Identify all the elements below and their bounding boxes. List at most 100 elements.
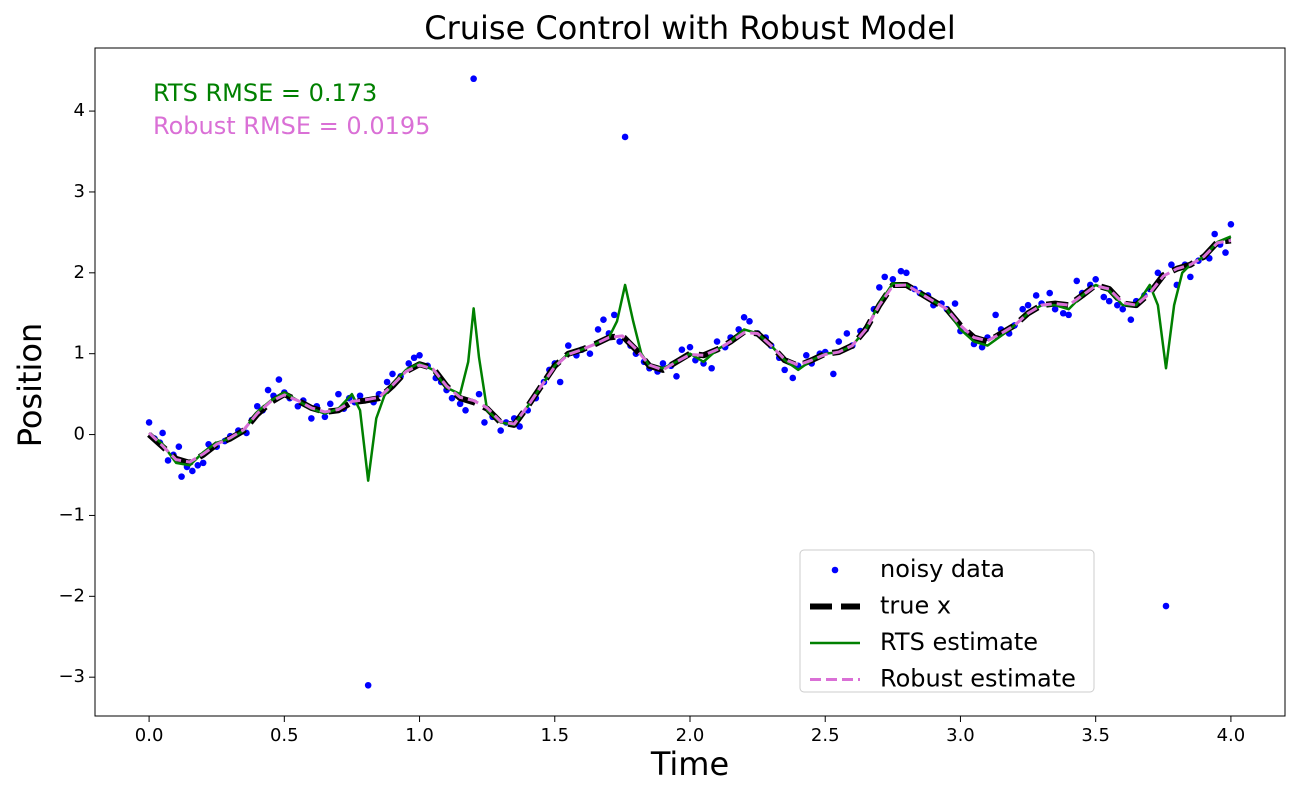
data-point bbox=[1162, 602, 1170, 610]
data-point bbox=[1073, 277, 1081, 285]
data-point bbox=[1119, 305, 1127, 313]
data-point bbox=[678, 346, 686, 353]
data-point bbox=[356, 392, 364, 400]
y-tick-label: −3 bbox=[58, 666, 85, 687]
data-point bbox=[594, 326, 602, 333]
data-point bbox=[175, 443, 183, 450]
data-point bbox=[178, 473, 185, 480]
y-tick-label: 4 bbox=[74, 100, 85, 121]
y-tick-label: 2 bbox=[74, 262, 85, 283]
data-point bbox=[516, 423, 523, 430]
legend-label: Robust estimate bbox=[880, 665, 1076, 693]
data-point bbox=[1051, 305, 1059, 313]
x-tick-label: 0.5 bbox=[270, 725, 299, 746]
data-point bbox=[264, 386, 272, 394]
data-point bbox=[335, 390, 342, 398]
legend-label: true x bbox=[880, 592, 951, 620]
data-point bbox=[383, 378, 391, 386]
data-point bbox=[164, 457, 172, 464]
data-point bbox=[600, 316, 607, 324]
data-point bbox=[145, 419, 153, 426]
x-tick-label: 2.5 bbox=[811, 725, 840, 746]
y-tick-label: −2 bbox=[58, 585, 85, 606]
x-tick-label: 2.0 bbox=[676, 725, 705, 746]
data-point bbox=[462, 407, 469, 414]
x-tick-label: 1.5 bbox=[540, 725, 569, 746]
data-point bbox=[481, 419, 488, 426]
data-point bbox=[673, 373, 680, 380]
data-point bbox=[616, 338, 623, 345]
data-point bbox=[781, 366, 788, 374]
data-point bbox=[830, 370, 837, 378]
data-point bbox=[1032, 292, 1040, 299]
data-point bbox=[456, 400, 464, 408]
annotation: RTS RMSE = 0.173 bbox=[153, 79, 377, 107]
data-point bbox=[448, 394, 456, 402]
legend-box bbox=[799, 549, 1095, 693]
data-point bbox=[275, 376, 283, 383]
legend-marker bbox=[831, 566, 839, 574]
x-tick-label: 0.0 bbox=[135, 725, 164, 746]
data-point bbox=[713, 338, 721, 345]
data-point bbox=[1154, 269, 1162, 277]
data-point bbox=[610, 311, 618, 319]
data-point bbox=[389, 370, 396, 378]
data-point bbox=[889, 275, 897, 283]
data-point bbox=[475, 390, 483, 398]
data-point bbox=[194, 461, 202, 469]
data-point bbox=[1024, 301, 1032, 309]
data-point bbox=[1227, 221, 1235, 228]
data-point bbox=[621, 133, 629, 141]
data-point bbox=[1168, 261, 1175, 269]
x-tick-label: 3.0 bbox=[946, 725, 975, 746]
data-point bbox=[876, 284, 883, 291]
data-point bbox=[416, 352, 423, 359]
data-point bbox=[364, 681, 372, 689]
x-tick-label: 3.5 bbox=[1081, 725, 1110, 746]
data-point bbox=[564, 342, 572, 349]
data-point bbox=[189, 467, 196, 475]
data-point bbox=[835, 338, 843, 345]
legend-label: noisy data bbox=[880, 555, 1005, 583]
data-point bbox=[410, 354, 418, 362]
data-point bbox=[802, 352, 810, 359]
data-point bbox=[1127, 316, 1135, 324]
data-point bbox=[497, 427, 504, 434]
data-point bbox=[1019, 305, 1026, 313]
data-point bbox=[405, 360, 413, 367]
annotation: Robust RMSE = 0.0195 bbox=[153, 112, 430, 140]
data-point bbox=[903, 269, 910, 277]
data-point bbox=[659, 360, 667, 367]
data-point bbox=[321, 413, 329, 421]
data-point bbox=[1105, 297, 1113, 305]
data-point bbox=[1211, 230, 1218, 238]
data-point bbox=[1092, 275, 1099, 283]
data-point bbox=[1059, 309, 1067, 317]
y-tick-label: 3 bbox=[74, 181, 85, 202]
y-tick-label: −1 bbox=[58, 504, 85, 525]
data-point bbox=[951, 300, 959, 307]
data-point bbox=[1114, 301, 1121, 309]
y-tick-label: 0 bbox=[74, 424, 85, 445]
x-tick-label: 4.0 bbox=[1217, 725, 1246, 746]
data-point bbox=[159, 429, 166, 437]
data-point bbox=[740, 314, 748, 321]
legend-label: RTS estimate bbox=[880, 628, 1038, 656]
data-point bbox=[992, 311, 999, 319]
series-line bbox=[148, 238, 1232, 464]
x-tick-label: 1.0 bbox=[405, 725, 434, 746]
data-point bbox=[686, 343, 694, 351]
data-point bbox=[1046, 289, 1054, 297]
data-point bbox=[1100, 293, 1108, 301]
data-point bbox=[881, 273, 889, 281]
data-point bbox=[708, 364, 715, 372]
data-point bbox=[556, 378, 564, 386]
data-point bbox=[308, 415, 315, 422]
data-point bbox=[1222, 249, 1229, 256]
data-point bbox=[470, 75, 477, 83]
data-point bbox=[746, 318, 753, 325]
data-point bbox=[1065, 311, 1072, 319]
data-point bbox=[789, 374, 797, 382]
data-point bbox=[897, 267, 905, 275]
